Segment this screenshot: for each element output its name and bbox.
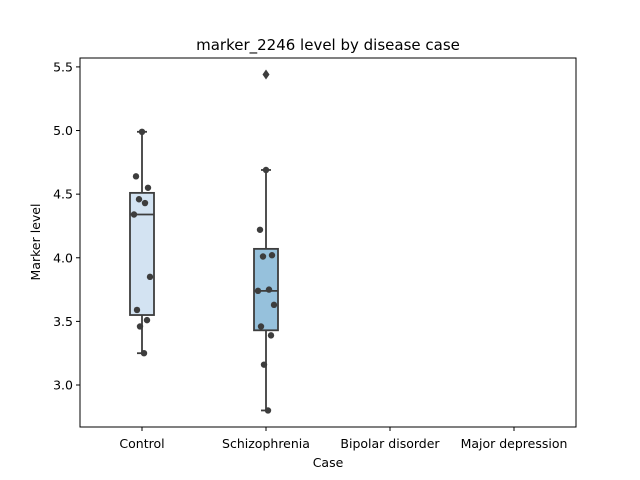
data-point — [132, 173, 140, 180]
box — [129, 191, 155, 316]
data-point — [135, 196, 143, 203]
data-point — [130, 211, 138, 218]
x-axis: Control Schizophrenia Bipolar disorder Majo… — [119, 427, 567, 451]
data-point — [146, 273, 154, 281]
x-axis-title: Case — [313, 455, 344, 470]
data-point — [256, 226, 264, 233]
data-point — [141, 199, 149, 207]
x-tick-label: Schizophrenia — [222, 436, 310, 451]
y-tick-label: 3.5 — [53, 314, 73, 329]
data-point — [144, 184, 152, 191]
outlier-marker — [262, 69, 270, 80]
y-tick-label: 4.5 — [53, 187, 73, 202]
data-point — [138, 128, 146, 135]
data-point — [143, 316, 151, 324]
data-point — [262, 166, 270, 174]
y-tick-label: 3.0 — [53, 378, 73, 393]
y-tick-label: 4.0 — [53, 250, 73, 265]
data-point — [259, 253, 267, 260]
x-tick-label: Major depression — [461, 436, 568, 451]
chart-title: marker_2246 level by disease case — [196, 36, 460, 55]
y-tick-label: 5.5 — [53, 59, 73, 74]
y-tick-label: 5.0 — [53, 123, 73, 138]
y-axis: 3.0 3.5 4.0 4.5 5.0 5.5 — [53, 59, 80, 393]
data-point — [268, 252, 276, 259]
data-point — [254, 287, 262, 295]
box-plot-schizophrenia — [253, 69, 279, 414]
y-axis-title: Marker level — [28, 204, 43, 281]
box-plots — [129, 69, 279, 414]
data-point — [136, 323, 144, 330]
data-point — [267, 332, 275, 339]
box-plot-control — [129, 128, 155, 357]
x-tick-label: Bipolar disorder — [340, 436, 440, 451]
x-tick-label: Control — [119, 436, 164, 451]
plot-area — [79, 57, 577, 428]
data-point — [265, 286, 273, 293]
data-point — [270, 301, 278, 309]
data-point — [140, 350, 148, 357]
data-point — [260, 361, 268, 368]
data-point — [264, 407, 272, 414]
data-point — [257, 323, 265, 330]
data-point — [133, 306, 141, 314]
